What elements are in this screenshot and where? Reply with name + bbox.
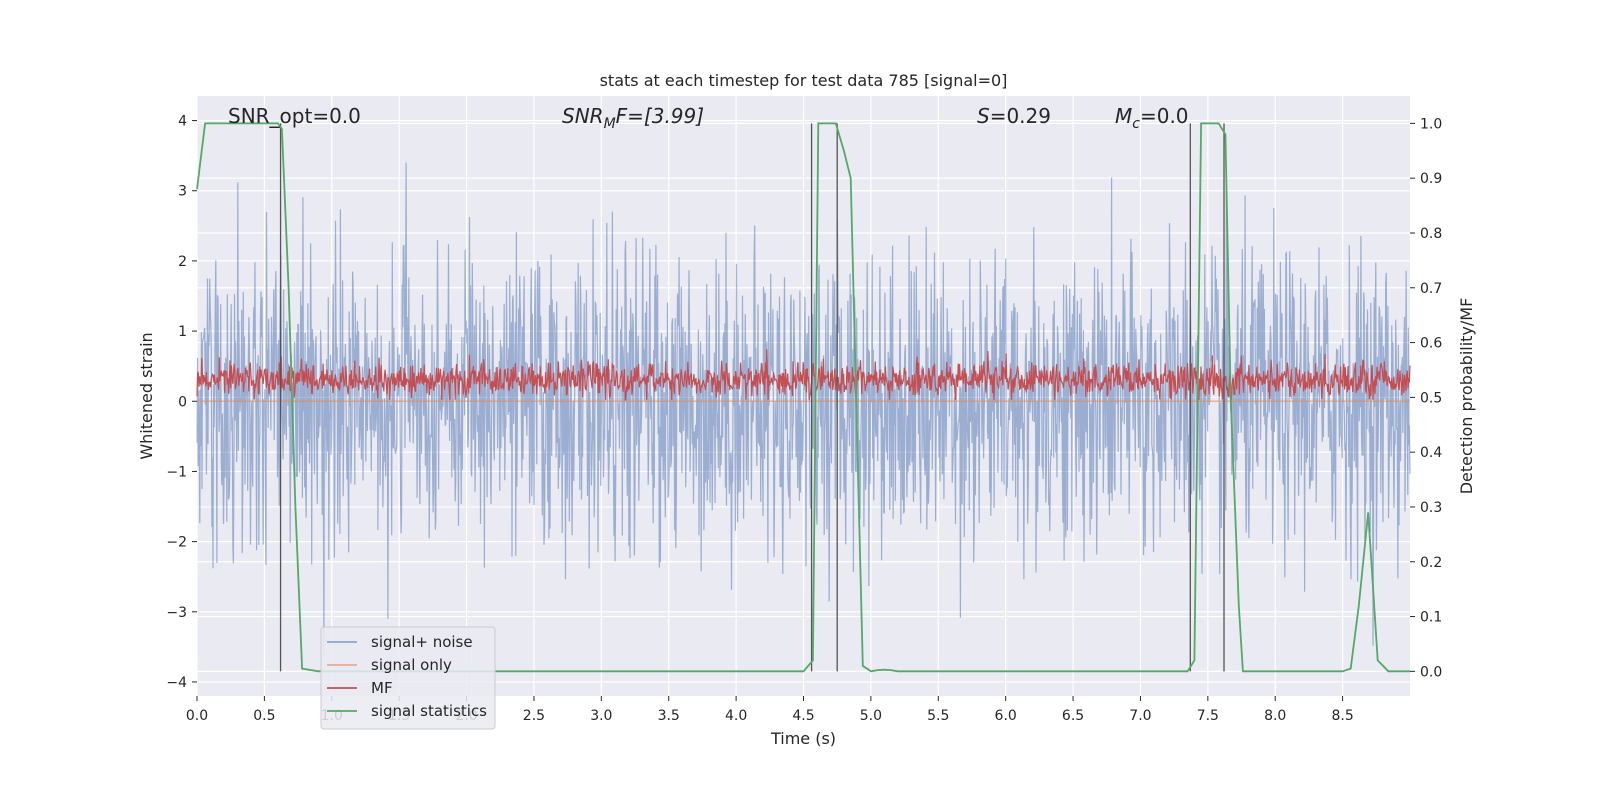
y-right-tick-label: 0.4 — [1420, 445, 1442, 461]
mf-line — [196, 349, 1411, 401]
x-tick-label: 3.0 — [590, 708, 612, 724]
y-tick-label: −3 — [166, 605, 187, 621]
y-right-tick-label: 0.2 — [1420, 555, 1442, 571]
annotation-s-var: S — [977, 104, 990, 128]
annotation-mc: Mc=0.0 — [1115, 104, 1189, 132]
y-right-tick-label: 0.5 — [1420, 390, 1442, 406]
x-tick-label: 6.5 — [1062, 708, 1084, 724]
annotation-s: S=0.29 — [977, 104, 1051, 128]
legend-label: signal+ noise — [371, 633, 473, 651]
annotation-snr-mf: SNRMF=[3.99] — [562, 104, 704, 132]
annotation-s-val: =0.29 — [990, 104, 1051, 128]
annotation-mc-sub: c — [1132, 116, 1140, 132]
annotation-snr-mf-suffix: F=[3.99] — [616, 104, 704, 128]
annotation-snr-opt: SNR_opt=0.0 — [228, 104, 361, 128]
y-right-tick-label: 0.6 — [1420, 336, 1442, 352]
x-tick-label: 4.0 — [725, 708, 747, 724]
x-axis-label: Time (s) — [770, 729, 836, 748]
y-axis-label-right: Detection probability/MF — [1457, 298, 1476, 495]
x-tick-label: 6.0 — [995, 708, 1017, 724]
y-right-tick-label: 0.9 — [1420, 171, 1442, 187]
y-tick-label: 1 — [178, 324, 187, 340]
x-tick-label: 8.5 — [1331, 708, 1353, 724]
legend-label: signal statistics — [371, 702, 487, 720]
legend: signal+ noise signal only MF signal statist… — [320, 626, 496, 730]
x-tick-label: 7.0 — [1129, 708, 1151, 724]
x-tick-label: 3.5 — [658, 708, 680, 724]
y-tick-label: 4 — [178, 114, 187, 130]
legend-label: signal only — [371, 656, 452, 674]
legend-label: MF — [371, 679, 393, 697]
x-tick-label: 2.5 — [523, 708, 545, 724]
series-signal-statistics — [196, 122, 1410, 673]
x-tick-label: 0.5 — [253, 708, 275, 724]
x-tick-label: 5.0 — [860, 708, 882, 724]
x-tick-label: 7.5 — [1197, 708, 1219, 724]
annotation-snr-mf-sub: M — [604, 116, 616, 132]
series-mf — [196, 349, 1411, 401]
y-tick-label: −4 — [166, 675, 187, 691]
y-right-tick-label: 0.0 — [1420, 664, 1442, 680]
y-right-tick-label: 0.3 — [1420, 500, 1442, 516]
y-axis-label: Whitened strain — [137, 332, 156, 459]
y-right-tick-label: 0.7 — [1420, 281, 1442, 297]
x-tick-label: 5.5 — [927, 708, 949, 724]
x-tick-label: 4.5 — [792, 708, 814, 724]
y-right-tick-label: 0.8 — [1420, 226, 1442, 242]
y-right-tick-label: 0.1 — [1420, 610, 1442, 626]
vertical-markers — [279, 123, 1225, 672]
y-tick-label: 0 — [178, 394, 187, 410]
legend-box — [320, 626, 496, 730]
chart-title: stats at each timestep for test data 785… — [600, 71, 1008, 90]
signal-statistics-line — [196, 122, 1410, 673]
annotation-mc-val: =0.0 — [1140, 104, 1189, 128]
y-tick-label: 2 — [178, 254, 187, 270]
x-tick-label: 0.0 — [186, 708, 208, 724]
y-tick-label: −2 — [166, 535, 187, 551]
y-tick-label: −1 — [166, 464, 187, 480]
annotation-snr-mf-prefix: SNR — [562, 104, 604, 128]
annotation-mc-var: M — [1115, 104, 1132, 128]
x-tick-label: 8.0 — [1264, 708, 1286, 724]
y-tick-label: 3 — [178, 184, 187, 200]
y-right-tick-label: 1.0 — [1420, 116, 1442, 132]
